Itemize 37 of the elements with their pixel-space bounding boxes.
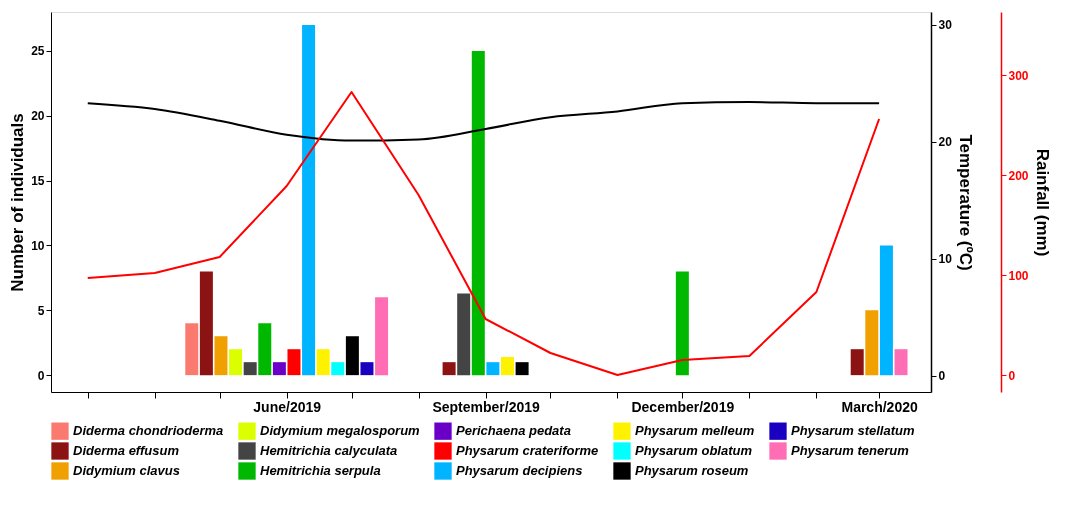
x-tick-label: June/2019 [253, 398, 322, 415]
y-tick-label: 0 [37, 368, 45, 383]
y-tick-label: 15 [31, 174, 45, 189]
legend-label: Physarum decipiens [456, 463, 583, 478]
y2-tick-label: 30 [938, 18, 953, 33]
y2-axis-title: Temperature (ºC) [955, 134, 975, 271]
y3-tick-label: 200 [1008, 168, 1029, 183]
x-tick-label: March/2020 [841, 398, 918, 415]
x-tick-label: September/2019 [432, 398, 540, 415]
y-tick-label: 10 [31, 238, 45, 253]
line-series [86, 91, 881, 376]
legend-label: Physarum roseum [635, 463, 749, 478]
legend-label: Physarum stellatum [791, 423, 915, 439]
legend-label: Physarum crateriforme [456, 443, 599, 458]
y-tick-label: 5 [37, 303, 45, 318]
legend-label: Diderma effusum [73, 443, 180, 458]
legend-label: Hemitrichia calyculata [260, 443, 398, 458]
y2-tick-label: 10 [938, 252, 953, 267]
legend-label: Physarum oblatum [635, 443, 753, 458]
y-tick-label: 25 [31, 44, 45, 59]
legend-label: Physarum tenerum [791, 443, 910, 458]
y3-axis-title: Rainfall (mm) [1032, 148, 1052, 257]
x-tick-label: December/2019 [631, 398, 735, 415]
legend-label: Perichaena pedata [456, 423, 571, 439]
y-axis-title: Number of individuals [8, 113, 28, 292]
y2-tick-label: 20 [938, 135, 953, 150]
line-series [86, 101, 881, 142]
y-tick-label: 20 [31, 109, 45, 124]
legend-label: Hemitrichia serpula [260, 463, 381, 478]
legend-label: Physarum melleum [635, 423, 755, 439]
legend-label: Diderma chondrioderma [73, 423, 224, 439]
legend-label: Didymium megalosporum [260, 423, 421, 439]
y2-tick-label: 0 [938, 369, 946, 384]
y3-tick-label: 300 [1008, 68, 1029, 83]
y3-tick-label: 0 [1008, 368, 1016, 383]
legend-label: Didymium clavus [73, 463, 180, 478]
y3-tick-label: 100 [1008, 268, 1029, 283]
